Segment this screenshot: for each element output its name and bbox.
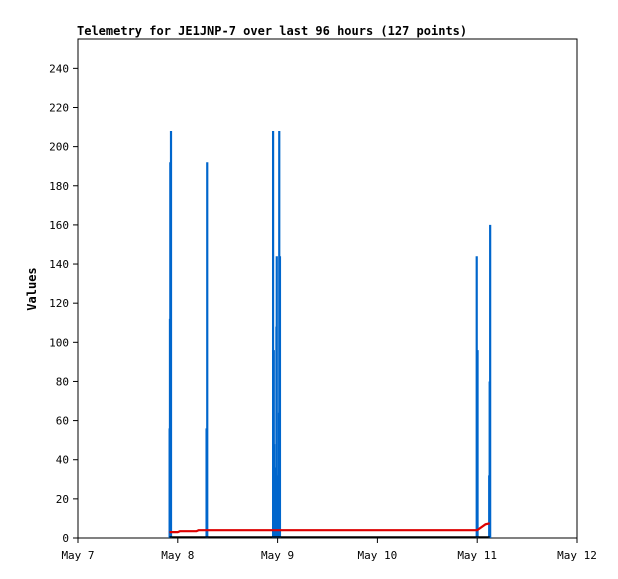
y-tick-label: 220 — [49, 101, 69, 114]
x-tick-label: May 7 — [61, 549, 94, 562]
x-axis: May 7 May 8 May 9 May 10 May 11 May 12 — [61, 538, 597, 562]
chart-title: Telemetry for JE1JNP-7 over last 96 hour… — [77, 24, 468, 38]
y-tick-label: 0 — [62, 532, 69, 545]
x-tick-label: May 10 — [358, 549, 398, 562]
plot-area-frame — [77, 38, 578, 539]
y-tick-label: 100 — [49, 336, 69, 349]
series-layer — [168, 130, 492, 538]
y-tick-label: 200 — [49, 141, 69, 154]
x-tick-label: May 11 — [457, 549, 497, 562]
series-0 — [168, 130, 492, 538]
y-tick-label: 80 — [56, 375, 69, 388]
series-line — [169, 522, 490, 534]
y-tick-label: 180 — [49, 180, 69, 193]
y-tick-label: 160 — [49, 219, 69, 232]
y-tick-label: 120 — [49, 297, 69, 310]
y-tick-label: 40 — [56, 454, 69, 467]
y-tick-label: 140 — [49, 258, 69, 271]
y-axis: 0 20 40 60 80 100 120 140 160 180 200 220 240 — [49, 62, 78, 545]
y-tick-label: 240 — [49, 62, 69, 75]
x-tick-label: May 12 — [557, 549, 597, 562]
x-tick-label: May 8 — [161, 549, 194, 562]
series-1 — [169, 522, 490, 534]
y-tick-label: 20 — [56, 493, 69, 506]
x-tick-label: May 9 — [261, 549, 294, 562]
y-tick-label: 60 — [56, 415, 69, 428]
